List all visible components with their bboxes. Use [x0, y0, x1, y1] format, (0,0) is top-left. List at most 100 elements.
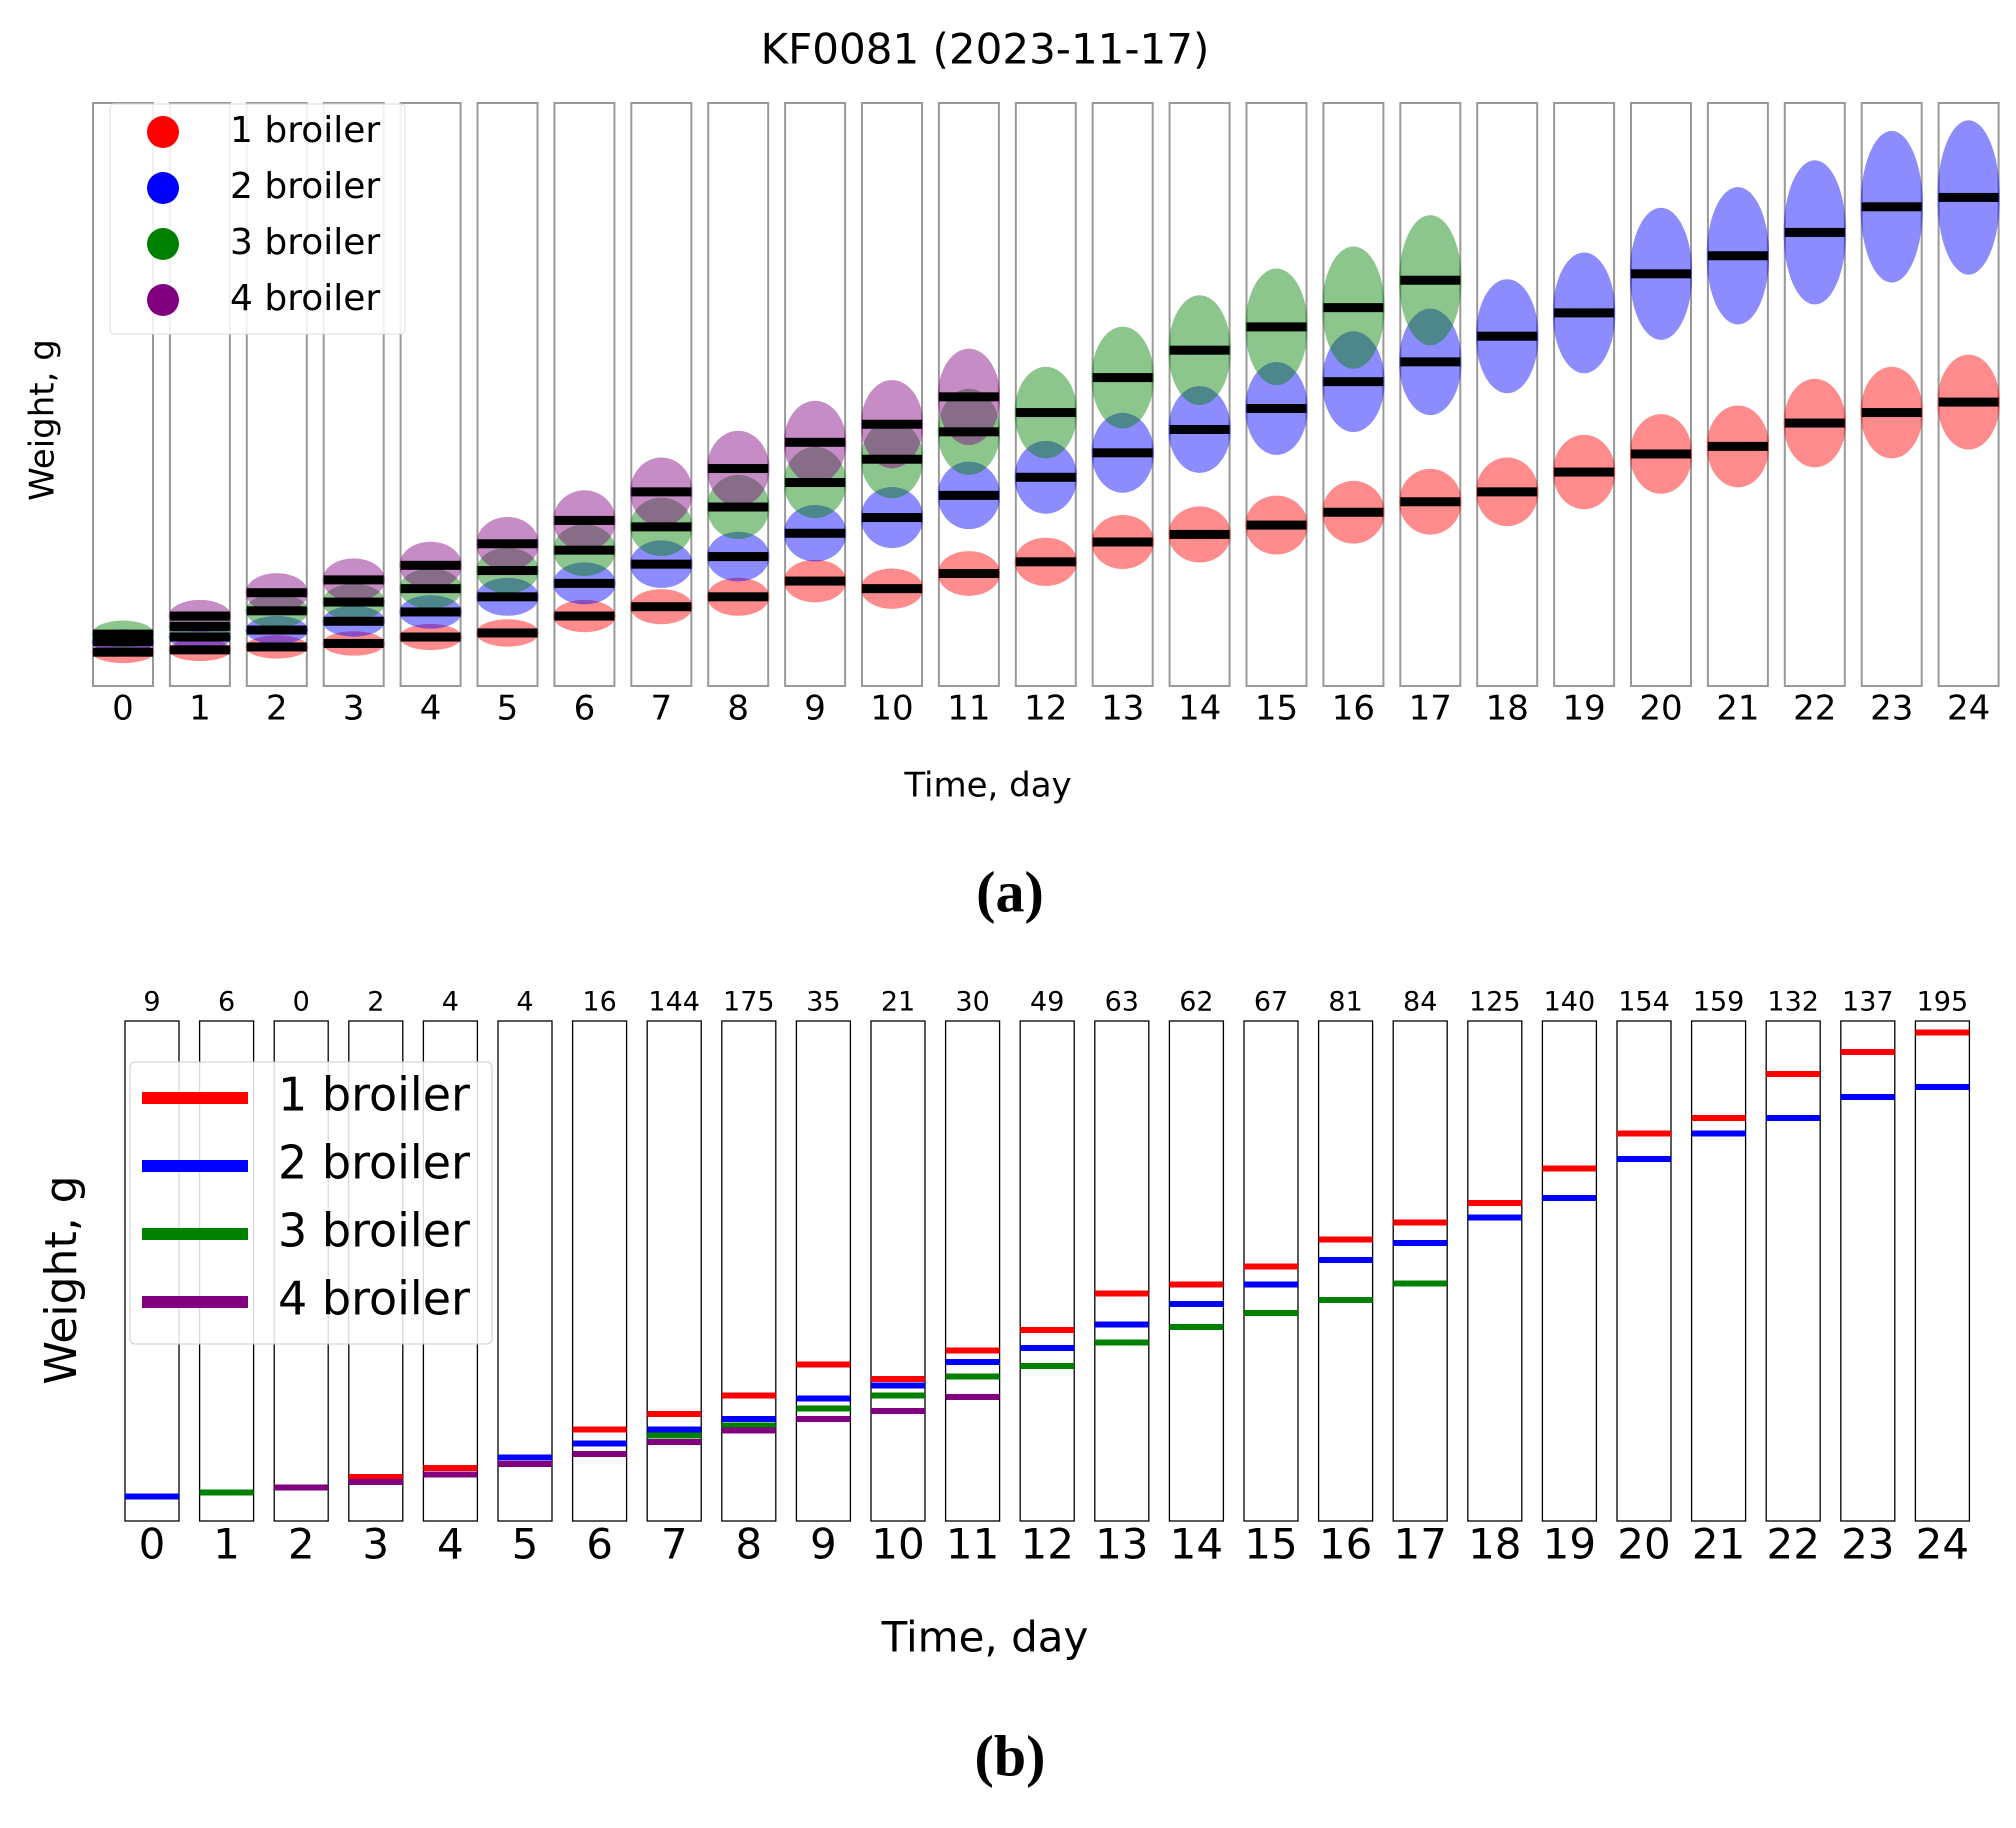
day-panel [1553, 102, 1616, 687]
day-panel [1245, 102, 1308, 687]
day-panel [1630, 102, 1692, 687]
count-label: 6 [218, 987, 235, 1018]
median-bar [400, 584, 461, 594]
count-label: 30 [955, 987, 989, 1018]
x-tick-label: 13 [1101, 689, 1144, 729]
median-bar [93, 637, 153, 647]
x-tick-label: 23 [1870, 689, 1913, 729]
day-panel [944, 1020, 1001, 1522]
caption: (a) [976, 859, 1044, 924]
median-bar [93, 647, 153, 657]
legend-label: 3 broiler [230, 222, 380, 263]
x-tick-label: 20 [1617, 1520, 1670, 1569]
count-label: 175 [723, 987, 775, 1018]
x-tick-label: 6 [586, 1520, 613, 1569]
median-bar [1092, 537, 1153, 547]
x-tick-label: 19 [1562, 689, 1605, 729]
median-bar [1092, 448, 1153, 458]
median-bar [554, 611, 615, 621]
median-bar [169, 632, 230, 642]
x-tick-label: 18 [1486, 689, 1529, 729]
median-bar [1784, 418, 1845, 428]
day-panel [1914, 1020, 1971, 1522]
median-bar [477, 539, 538, 549]
x-tick-label: 16 [1332, 689, 1375, 729]
day-panel [707, 102, 770, 687]
x-tick-label: 10 [871, 1520, 924, 1569]
legend-marker [147, 284, 179, 316]
median-bar [938, 490, 999, 500]
day-panel [1476, 102, 1539, 687]
legend-marker [147, 172, 179, 204]
median-bar [785, 478, 846, 488]
x-tick-label: 23 [1841, 1520, 1894, 1569]
day-panel [322, 102, 385, 687]
median-bar [938, 392, 999, 402]
median-bar [477, 592, 538, 602]
median-bar [785, 528, 846, 538]
count-label: 63 [1105, 987, 1139, 1018]
y-axis-label: Weight, g [23, 339, 63, 501]
median-bar [785, 576, 846, 586]
median-bar [1477, 331, 1538, 341]
day-panel [1467, 1020, 1523, 1522]
median-bar [938, 568, 999, 578]
day-panel [1168, 1020, 1225, 1522]
median-bar [323, 638, 384, 648]
median-bar [1477, 487, 1538, 497]
day-panel [245, 102, 308, 687]
median-bar [1092, 373, 1153, 383]
median-bar [400, 560, 461, 570]
x-tick-label: 7 [650, 689, 672, 729]
median-bar [169, 611, 230, 621]
count-label: 4 [516, 987, 533, 1018]
legend-label: 2 broiler [230, 166, 380, 207]
day-panel [399, 102, 462, 687]
x-tick-label: 9 [804, 689, 826, 729]
x-tick-label: 16 [1319, 1520, 1372, 1569]
legend-label: 4 broiler [230, 278, 380, 319]
day-panel [1019, 1020, 1075, 1522]
median-bar [1861, 408, 1922, 418]
median-bar [169, 622, 230, 632]
legend-marker [147, 228, 179, 260]
day-panel [497, 1020, 553, 1522]
median-bar [708, 552, 769, 562]
day-panel [1541, 1020, 1598, 1522]
caption: (b) [975, 1723, 1046, 1788]
day-panel [1168, 102, 1231, 687]
median-bar [1784, 227, 1845, 237]
median-bar [1323, 507, 1384, 517]
legend-label: 2 broiler [278, 1136, 470, 1190]
count-label: 154 [1618, 987, 1670, 1018]
chart-title: KF0081 (2023-11-17) [761, 25, 1210, 74]
median-bar [554, 515, 615, 525]
y-axis-label: Weight, g [36, 1175, 87, 1384]
x-tick-label: 17 [1393, 1520, 1446, 1569]
day-panel [1014, 102, 1077, 687]
median-bar [554, 578, 615, 588]
legend-label: 4 broiler [278, 1272, 470, 1326]
median-bar [1400, 357, 1461, 367]
median-bar [1169, 345, 1230, 355]
day-panel [1860, 102, 1923, 687]
median-bar [1015, 408, 1076, 418]
median-bar [708, 464, 769, 474]
day-panel [1840, 1020, 1896, 1522]
median-bar [631, 602, 692, 612]
median-bar [1400, 275, 1461, 285]
median-bar [246, 642, 307, 652]
count-label: 132 [1767, 987, 1819, 1018]
count-label: 9 [143, 987, 160, 1018]
median-bar [1554, 308, 1615, 318]
x-tick-label: 19 [1543, 1520, 1596, 1569]
x-tick-label: 21 [1692, 1520, 1745, 1569]
median-bar [400, 632, 461, 642]
day-panel [571, 1020, 628, 1522]
x-tick-label: 11 [947, 689, 990, 729]
count-label: 2 [367, 987, 384, 1018]
day-panel [1243, 1020, 1299, 1522]
day-panel [1317, 1020, 1374, 1522]
count-label: 84 [1403, 987, 1437, 1018]
x-axis-label: Time, day [903, 766, 1071, 806]
